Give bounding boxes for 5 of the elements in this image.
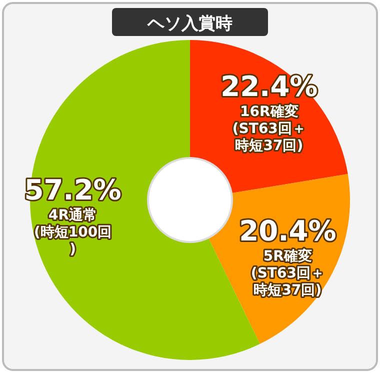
- chart-title: ヘソ入賞時: [146, 14, 232, 34]
- data-label: 20.4%: [239, 214, 336, 248]
- slice-label: 4R通常 (時短100回): [34, 206, 112, 258]
- slice-label: 5R確変 (ST63回＋時短37回): [250, 248, 324, 299]
- slice-label: 16R確変 (ST63回＋時短37回): [232, 103, 306, 154]
